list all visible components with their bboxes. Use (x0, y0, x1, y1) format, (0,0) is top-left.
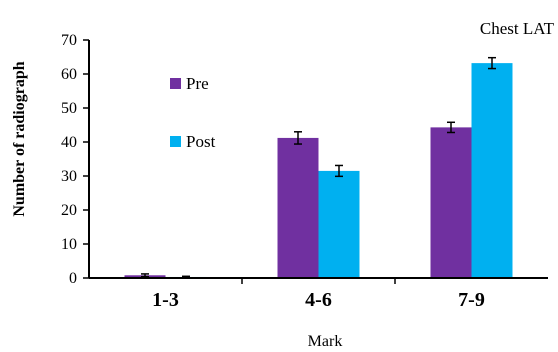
legend-label-pre: Pre (186, 74, 209, 93)
error-bar-pre-7-9 (447, 121, 455, 134)
bar-pre-4-6 (277, 137, 319, 278)
y-tick-label-7: 70 (61, 32, 77, 49)
y-tick-label-5: 50 (61, 100, 77, 117)
y-tick-label-2: 20 (61, 202, 77, 219)
legend-label-post: Post (186, 132, 216, 151)
x-axis-title: Mark (308, 333, 343, 350)
error-bar-post-7-9 (488, 56, 496, 70)
y-tick-label-4: 40 (61, 134, 77, 151)
y-tick-label-6: 60 (61, 66, 77, 83)
error-bar-post-4-6 (335, 164, 343, 178)
x-axis-labels: 1-3 4-6 7-9 (152, 289, 485, 311)
x-tick-label-1-3: 1-3 (152, 289, 179, 311)
y-axis-title: Number of radiograph (11, 61, 28, 216)
chart-title: Chest LAT (480, 19, 555, 38)
error-bar-pre-1-3 (141, 273, 149, 278)
y-tick-label-3: 30 (61, 168, 77, 185)
x-tick-label-7-9: 7-9 (458, 289, 485, 311)
error-bar-pre-4-6 (294, 131, 302, 145)
x-tick-label-4-6: 4-6 (305, 289, 332, 311)
y-tick-label-0: 0 (69, 270, 77, 287)
y-axis-ticks: 0 10 20 30 40 50 60 70 (61, 32, 89, 287)
bar-post-4-6 (318, 170, 360, 278)
bar-post-7-9 (471, 63, 513, 279)
y-tick-label-1: 10 (61, 236, 77, 253)
legend: Pre Post (170, 74, 216, 151)
legend-swatch-post (170, 136, 181, 147)
bar-pre-7-9 (430, 127, 472, 278)
axes (88, 40, 548, 284)
legend-swatch-pre (170, 78, 181, 89)
bar-series (124, 63, 513, 279)
